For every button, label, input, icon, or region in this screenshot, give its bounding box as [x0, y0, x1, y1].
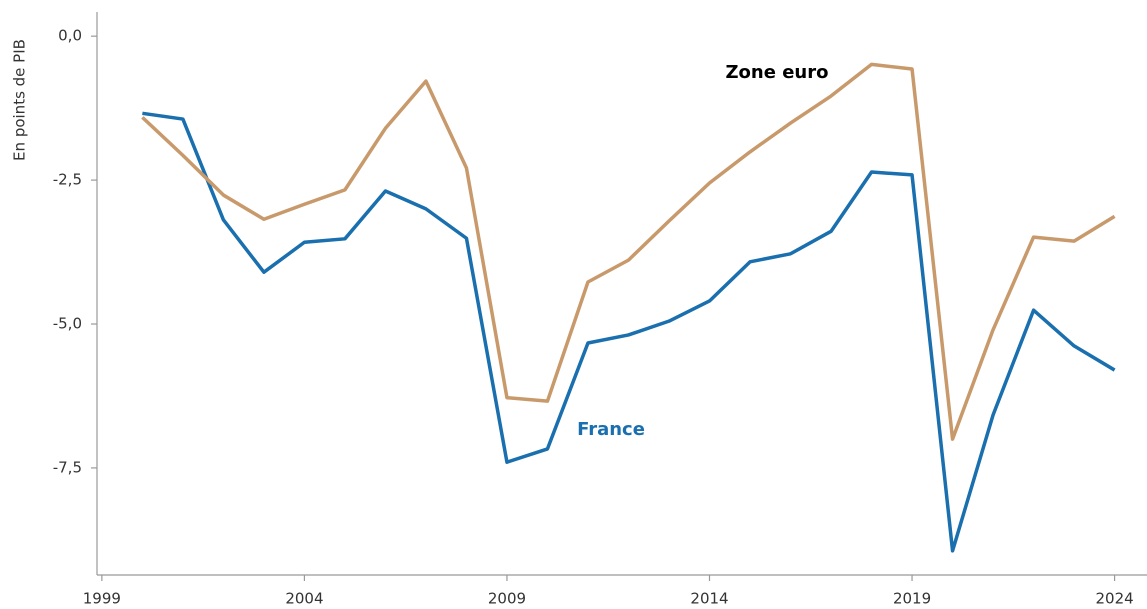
x-tick-label: 2004: [285, 590, 323, 608]
line-series: [142, 111, 1116, 553]
x-tick-label: 2014: [690, 590, 728, 608]
y-tick-label: -7,5: [53, 458, 82, 476]
x-tick-label: 2019: [893, 590, 931, 608]
y-tick-label: 0,0: [58, 27, 82, 45]
line-series: [141, 62, 1116, 441]
x-tick-label: 1999: [83, 590, 121, 608]
annotation: Zone euro: [726, 62, 829, 83]
x-tick-label: 2024: [1095, 590, 1133, 608]
y-tick-label: -2,5: [53, 171, 82, 189]
y-axis-label: En points de PIB: [11, 39, 29, 161]
annotation: France: [577, 419, 645, 440]
y-tick-label: -5,0: [53, 315, 82, 333]
x-tick-label: 2009: [488, 590, 526, 608]
